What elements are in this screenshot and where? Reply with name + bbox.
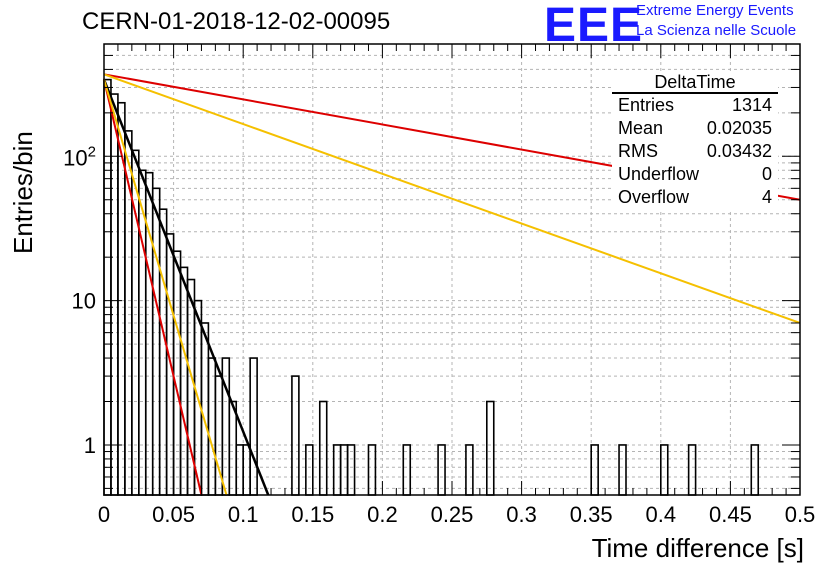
histogram-bin [228, 400, 238, 496]
fit-curve [103, 73, 801, 324]
grid-lines [103, 43, 801, 495]
histogram-bin [750, 444, 760, 496]
x-tick-label: 0.4 [646, 502, 677, 527]
logo-line-1: Extreme Energy Events [636, 2, 794, 19]
histogram-bin [158, 208, 168, 496]
histogram-bin [367, 444, 377, 496]
histogram-bin [172, 250, 182, 496]
x-tick-label: 0.05 [152, 502, 195, 527]
stats-value: 0.03432 [706, 141, 772, 161]
stats-box: DeltaTime Entries 1314 Mean 0.02035 RMS … [612, 72, 778, 209]
histogram-bin [332, 444, 342, 496]
histogram-bin [465, 444, 474, 496]
x-tick-label: 0 [98, 502, 110, 527]
x-tick-label: 0.3 [506, 502, 537, 527]
histogram-bin [103, 78, 112, 496]
histogram-bin [110, 93, 119, 496]
stats-value: 0.02035 [706, 118, 772, 138]
stats-value: 4 [761, 187, 772, 207]
x-tick-label: 0.5 [785, 502, 816, 527]
fit-curve [102, 79, 270, 496]
histogram-bin [305, 444, 314, 496]
y-axis-label: Entries/bin [8, 131, 39, 254]
stats-label: Entries [618, 95, 675, 115]
chart-title: CERN-01-2018-12-02-00095 [82, 8, 391, 35]
histogram-bin [249, 357, 258, 496]
histogram-bin [485, 400, 495, 496]
y-tick-label: 10 [72, 289, 96, 314]
histogram-bin [318, 400, 328, 496]
stats-label: RMS [618, 141, 658, 161]
stats-row: Entries 1314 [612, 94, 778, 117]
stats-label: Underflow [618, 164, 700, 184]
x-tick-label: 0.45 [709, 502, 752, 527]
y-tick-label-base: 10 [63, 145, 87, 170]
histogram-bin [618, 444, 627, 496]
y-axis-label-text: Entries/bin [8, 131, 38, 254]
y-tick-label-exponent: 2 [88, 143, 96, 160]
stats-value: 1314 [731, 95, 772, 115]
histogram-bin [437, 444, 446, 496]
histogram-bin [402, 444, 412, 496]
x-tick-label: 0.2 [367, 502, 398, 527]
x-tick-label: 0.1 [228, 502, 259, 527]
histogram-bin [200, 322, 210, 496]
histogram-bin [339, 444, 349, 496]
fit-curve [103, 79, 203, 496]
x-tick-label: 0.25 [431, 502, 474, 527]
histogram-bin [687, 444, 697, 496]
stats-label: Overflow [618, 187, 690, 207]
histogram-bin [144, 171, 154, 496]
histogram-bin [207, 357, 217, 496]
histogram-bin [179, 266, 189, 496]
histogram-bin [590, 444, 599, 496]
stats-row: Underflow 0 [612, 163, 778, 186]
histogram-bin [242, 444, 251, 496]
stats-row: RMS 0.03432 [612, 140, 778, 163]
eee-logo: EEE [544, 0, 644, 52]
stats-label: Mean [618, 118, 664, 138]
y-tick-label: 102 [63, 143, 96, 170]
histogram-bin [659, 444, 669, 496]
histogram-bin [151, 187, 161, 496]
stats-name: DeltaTime [612, 72, 778, 94]
y-tick-label: 1 [84, 433, 96, 458]
stats-row: Overflow 4 [612, 186, 778, 209]
stats-value: 0 [761, 164, 772, 184]
logo-line-2: La Scienza nelle Scuole [636, 22, 797, 39]
plot-axes [103, 43, 801, 496]
x-tick-labels: 0 0.05 0.1 0.15 0.2 0.25 0.3 0.35 0.4 0.45 0.5 [98, 502, 815, 527]
stats-row: Mean 0.02035 [612, 117, 778, 140]
histogram-bin [346, 444, 356, 496]
fit-curve [103, 79, 228, 496]
x-tick-label: 0.35 [570, 502, 613, 527]
x-axis-label: Time difference [s] [591, 533, 804, 563]
histogram-bin [235, 444, 245, 496]
x-tick-label: 0.15 [291, 502, 334, 527]
